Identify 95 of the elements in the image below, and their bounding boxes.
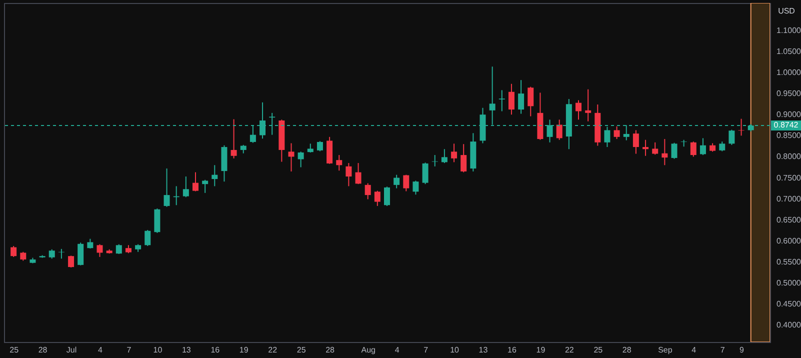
candlestick xyxy=(87,238,94,250)
candlestick xyxy=(432,154,438,167)
candlestick xyxy=(642,139,649,156)
candlestick xyxy=(441,148,448,164)
candlestick xyxy=(192,172,198,192)
x-tick-label: 25 xyxy=(594,346,604,354)
candlestick xyxy=(384,186,390,206)
y-tick-label: 0.4000 xyxy=(776,320,801,330)
candlestick xyxy=(518,80,524,114)
x-tick-label: 7 xyxy=(424,346,429,354)
candlestick xyxy=(202,179,208,194)
y-tick-label: 1.0500 xyxy=(776,46,801,56)
candlestick xyxy=(298,151,304,168)
candlestick xyxy=(394,174,400,189)
x-tick-label: 25 xyxy=(10,346,20,354)
y-tick-label: 0.5500 xyxy=(776,257,801,266)
candlestick xyxy=(498,90,505,112)
candlestick xyxy=(403,174,410,192)
candlestick xyxy=(508,83,514,116)
x-tick-label: 22 xyxy=(564,346,574,354)
candlestick xyxy=(364,182,371,200)
x-tick-label: 16 xyxy=(210,346,220,354)
x-tick-label: 13 xyxy=(182,346,192,354)
y-tick-label: 0.7500 xyxy=(776,173,801,182)
x-tick-label: 19 xyxy=(536,346,546,354)
candlestick xyxy=(671,142,678,160)
candlestick xyxy=(96,244,103,258)
y-tick-label: 0.8500 xyxy=(776,131,801,140)
candlestick xyxy=(652,142,658,156)
candlestick xyxy=(576,100,582,120)
x-tick-label: 7 xyxy=(720,346,726,354)
candlestick xyxy=(182,176,189,198)
candlestick xyxy=(719,141,726,152)
candlestick xyxy=(662,138,668,166)
x-tick-label: Sep xyxy=(658,346,673,354)
x-tick-label: 28 xyxy=(38,346,48,354)
candlestick xyxy=(212,164,218,187)
candlestick xyxy=(68,255,74,268)
y-tick-label: 0.4500 xyxy=(776,300,801,309)
candlestick xyxy=(116,244,122,254)
x-tick-label: 16 xyxy=(508,346,517,354)
candlestick xyxy=(738,118,744,136)
candlestick xyxy=(700,138,706,156)
candlestick xyxy=(451,143,458,163)
x-tick-label: Aug xyxy=(361,346,376,354)
y-tick-label: 0.8000 xyxy=(776,152,801,162)
candlestick xyxy=(154,208,160,234)
candlestick xyxy=(10,245,17,258)
candlestick xyxy=(728,129,735,146)
candlestick xyxy=(632,130,639,154)
y-axis-title: USD xyxy=(778,6,796,16)
y-tick-label: 1.1000 xyxy=(776,26,801,35)
x-tick-label: 4 xyxy=(692,346,697,354)
candlestick xyxy=(316,140,323,152)
candlestick xyxy=(412,180,419,196)
x-tick-label: 10 xyxy=(153,346,163,354)
x-tick-label: 19 xyxy=(239,346,249,354)
x-tick-label: 10 xyxy=(450,346,460,354)
candlestick xyxy=(48,248,55,260)
y-tick-label: 1.0000 xyxy=(776,68,801,77)
x-tick-label: 25 xyxy=(296,346,306,354)
x-tick-label: 22 xyxy=(268,346,278,354)
candlestick xyxy=(374,190,380,206)
candlestick xyxy=(230,118,237,159)
candlestick xyxy=(58,248,64,260)
y-tick-label: 0.6500 xyxy=(776,215,801,224)
candlestick xyxy=(288,142,294,172)
candlestick xyxy=(422,162,428,185)
x-tick-label: 4 xyxy=(98,346,104,354)
candlestick xyxy=(144,229,151,246)
x-tick-label: 7 xyxy=(126,346,132,354)
candlestick xyxy=(690,141,696,158)
x-tick-label: 9 xyxy=(740,346,745,354)
candlestick xyxy=(528,86,534,117)
y-tick-label: 0.9000 xyxy=(776,110,801,120)
y-tick-label: 0.7000 xyxy=(776,194,801,204)
x-tick-label: Jul xyxy=(66,346,77,354)
candlestick xyxy=(460,144,467,173)
candlestick xyxy=(355,162,362,185)
x-tick-label: 28 xyxy=(326,346,336,354)
candlestick xyxy=(336,154,342,172)
candlestick xyxy=(326,136,333,164)
x-tick-label: 4 xyxy=(394,346,400,354)
candlestick xyxy=(585,88,592,122)
y-tick-label: 0.9500 xyxy=(776,89,801,98)
ref-line-label: 0.8742 xyxy=(774,120,799,130)
x-tick-label: 13 xyxy=(478,346,488,354)
candlestick xyxy=(614,126,620,140)
candlestick xyxy=(78,242,84,266)
candlestick xyxy=(164,168,170,208)
y-tick-label: 0.6000 xyxy=(776,236,801,246)
x-tick-label: 28 xyxy=(622,346,632,354)
candlestick xyxy=(346,162,352,187)
candlestick xyxy=(556,119,562,140)
y-tick-label: 0.5000 xyxy=(776,278,801,288)
